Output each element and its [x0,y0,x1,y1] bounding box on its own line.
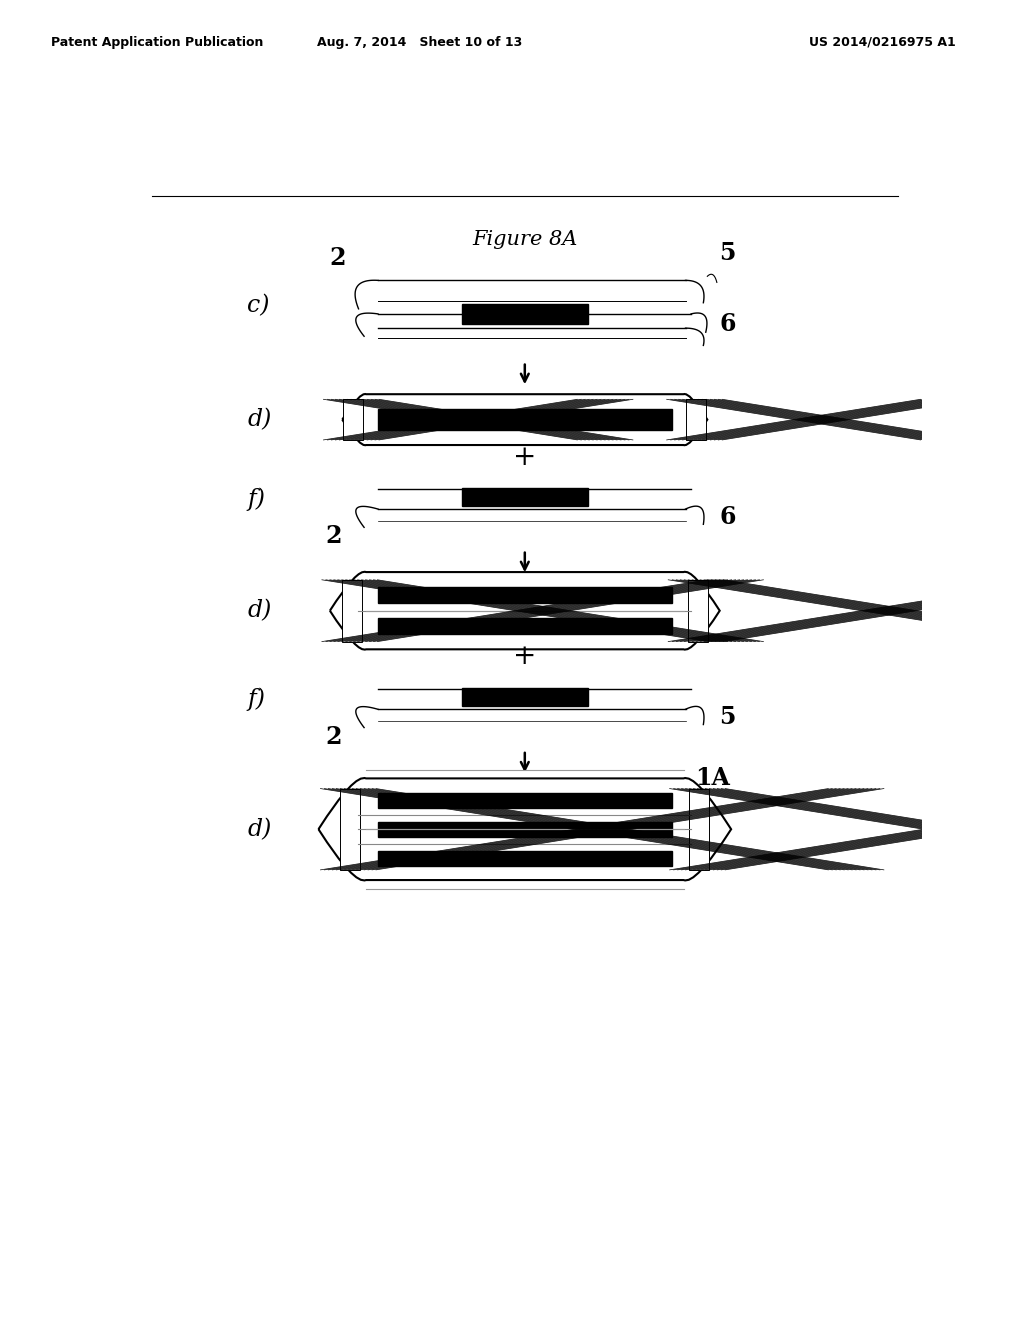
Bar [689,788,710,870]
Text: 1A: 1A [695,767,730,791]
Bar [378,821,672,837]
Text: f): f) [247,487,265,511]
Text: 2: 2 [326,725,342,748]
Bar [343,399,364,440]
Text: 6: 6 [719,506,735,529]
Bar [378,618,672,634]
Text: 2: 2 [326,524,342,548]
Text: 5: 5 [719,242,735,265]
Text: +: + [513,643,537,671]
Bar [462,304,588,323]
Bar [462,688,588,706]
Text: d): d) [247,408,271,432]
PathPatch shape [318,777,731,880]
Bar [378,792,672,808]
Bar [462,488,588,506]
Text: Patent Application Publication: Patent Application Publication [51,36,263,49]
Bar [342,579,361,642]
Bar [378,587,672,603]
Bar [340,788,360,870]
Text: +: + [513,444,537,471]
Text: Aug. 7, 2014   Sheet 10 of 13: Aug. 7, 2014 Sheet 10 of 13 [317,36,522,49]
Bar [378,850,672,866]
Text: d): d) [247,599,271,622]
Text: 2: 2 [330,247,346,271]
Text: 5: 5 [719,705,735,730]
Text: f): f) [247,688,265,711]
Text: 6: 6 [719,312,735,337]
PathPatch shape [330,572,720,649]
Text: c): c) [247,294,269,317]
Text: US 2014/0216975 A1: US 2014/0216975 A1 [809,36,955,49]
Bar [686,399,707,440]
Text: Figure 8A: Figure 8A [472,230,578,248]
Text: d): d) [247,817,271,841]
PathPatch shape [342,393,708,445]
Bar [688,579,708,642]
Bar [378,409,672,430]
